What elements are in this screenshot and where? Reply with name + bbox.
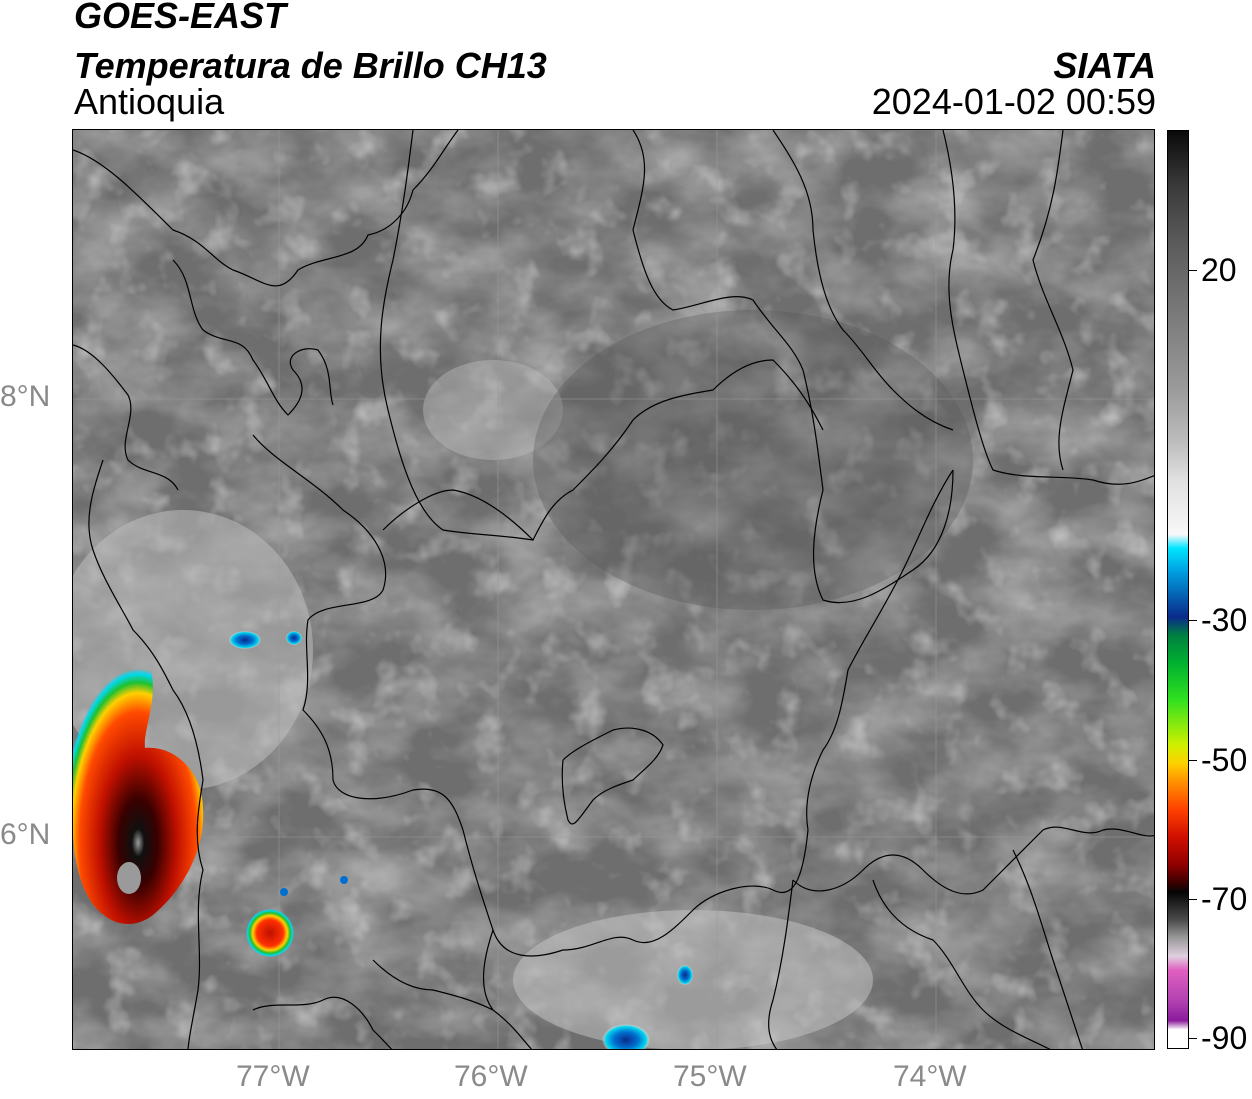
large-convective-storm (73, 633, 204, 925)
title-region: Antioquia (74, 81, 225, 122)
colorbar-label-minus50: -50 (1201, 742, 1248, 778)
satellite-map (73, 130, 1154, 1049)
colorbar-tick-minus90 (1189, 1038, 1197, 1039)
colorbar-label-minus90: -90 (1201, 1020, 1248, 1056)
santander-border (772, 130, 954, 431)
cordoba-border (379, 130, 534, 541)
tolima-border (768, 879, 794, 1049)
bright-cloud-north (423, 360, 563, 460)
small-cell-south-2 (602, 1024, 650, 1049)
colorbar-tick-minus70 (1189, 899, 1197, 900)
bright-cloud-south (513, 910, 873, 1049)
colorbar-tick-minus50 (1189, 760, 1197, 761)
boyaca-border (872, 879, 1051, 1049)
longitude-label-74w: 74°W (893, 1060, 967, 1093)
far-east-border (1032, 130, 1074, 471)
longitude-label-77w: 77°W (236, 1060, 310, 1093)
chocó-southwest (252, 996, 393, 1049)
bolivar-border (632, 130, 954, 604)
small-cell-south-1 (677, 965, 693, 985)
latitude-label-6n: 6°N (0, 818, 51, 851)
colorbar-tick-20 (1189, 270, 1197, 271)
latitude-label-8n: 8°N (0, 380, 51, 413)
small-storm-south (246, 909, 294, 957)
small-cell-north-2 (286, 631, 302, 645)
colorbar-tick-minus30 (1189, 620, 1197, 621)
east-border (942, 130, 1154, 485)
title-subtitle: Temperatura de Brillo CH13 (74, 45, 547, 86)
panama-border (73, 344, 179, 491)
antioquia-west-border (252, 434, 464, 831)
coastline-caribbean (73, 130, 459, 287)
small-cell-dot-1 (340, 876, 348, 884)
caldas-border (792, 826, 1154, 895)
medellin-area (561, 727, 664, 825)
longitude-label-76w: 76°W (454, 1060, 528, 1093)
small-cell-north-1 (229, 631, 261, 649)
title-main: GOES-EAST (74, 0, 287, 36)
map-frame (72, 129, 1155, 1050)
colorbar-label-minus30: -30 (1201, 602, 1248, 638)
storm-core (117, 862, 141, 894)
coastline-uraba-gulf (172, 259, 334, 416)
dark-band-center (533, 310, 973, 610)
cundinamarca-border (1012, 849, 1083, 1049)
antioquia-east-border (806, 469, 954, 831)
title-datetime: 2024-01-02 00:59 (871, 81, 1156, 122)
antioquia-south-border (462, 829, 809, 957)
graticule (73, 130, 1154, 1049)
valle-border (372, 959, 494, 1011)
colorbar-label-minus70: -70 (1201, 881, 1248, 917)
title-organization: SIATA (1053, 45, 1156, 86)
colorbar-label-20: 20 (1201, 252, 1237, 288)
longitude-label-75w: 75°W (673, 1060, 747, 1093)
small-cell-dot-2 (280, 888, 288, 896)
pacific-coast (88, 459, 204, 1049)
antioquia-north-border (382, 359, 824, 542)
colorbar (1167, 130, 1189, 1049)
boundaries (73, 130, 1154, 1049)
